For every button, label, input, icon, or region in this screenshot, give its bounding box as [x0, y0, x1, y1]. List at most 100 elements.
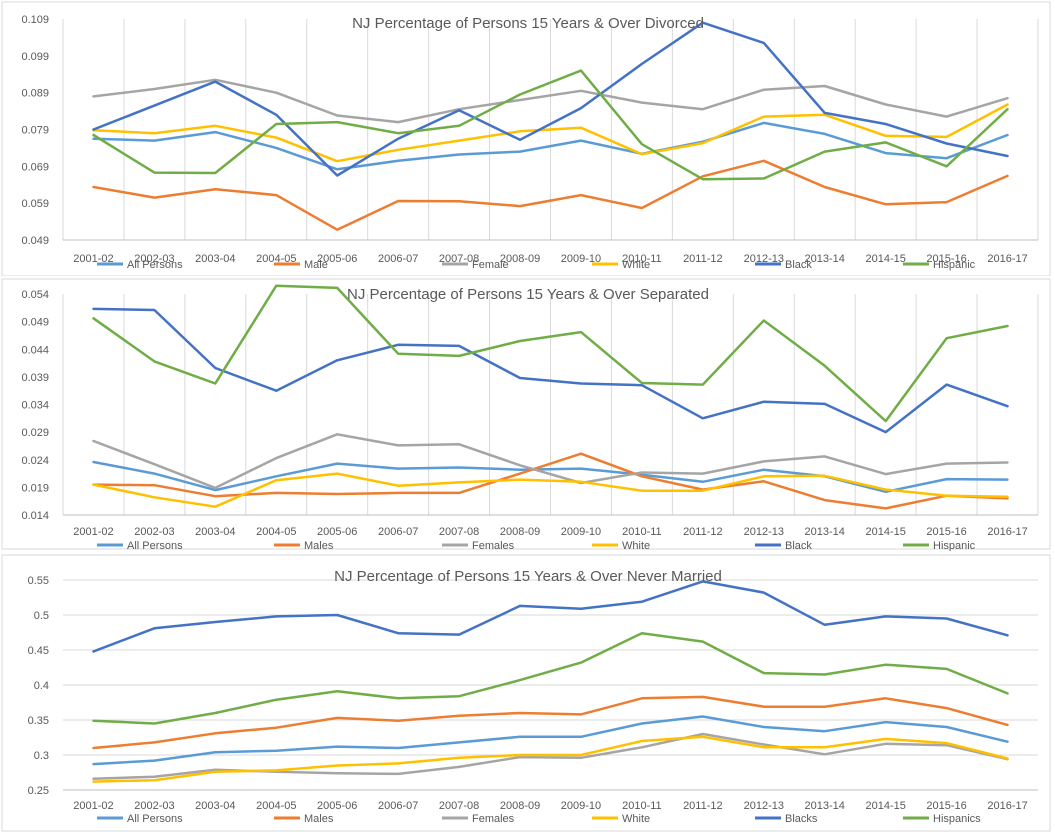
x-tick-label: 2007-08 [439, 800, 479, 812]
y-tick-label: 0.019 [21, 482, 49, 494]
y-axis: 0.049 0.059 0.069 0.079 0.089 0.099 0.109 [21, 14, 49, 247]
chart-frame [1, 278, 1051, 550]
legend-item: Black [755, 259, 812, 271]
series-line-white [92, 472, 1009, 508]
y-tick-label: 0.55 [28, 575, 49, 587]
x-tick-label: 2011-12 [683, 253, 723, 265]
y-tick-label: 0.044 [21, 344, 49, 356]
legend-item: Female [442, 259, 509, 271]
y-tick-label: 0.089 [21, 88, 49, 100]
x-tick-label: 2016-17 [987, 526, 1027, 538]
y-tick-label: 0.049 [21, 317, 49, 329]
x-tick-label: 2001-02 [73, 526, 113, 538]
x-tick-label: 2005-06 [317, 800, 357, 812]
legend-label: Female [472, 259, 509, 271]
legend-item: All Persons [97, 259, 183, 271]
x-tick-label: 2009-10 [561, 253, 601, 265]
x-tick-label: 2002-03 [134, 526, 174, 538]
legend: All Persons Males Females White Blacks Hispan… [97, 813, 981, 825]
series-line-white [92, 103, 1009, 163]
x-tick-label: 2004-05 [256, 253, 296, 265]
legend-item: Black [755, 540, 812, 551]
x-tick-label: 2016-17 [987, 800, 1027, 812]
legend-item: Males [274, 540, 334, 551]
y-tick-label: 0.25 [28, 785, 49, 797]
series-line-all-persons [92, 121, 1009, 171]
legend-item: All Persons [97, 813, 183, 825]
x-tick-label: 2011-12 [683, 800, 723, 812]
legend-label: All Persons [127, 813, 183, 825]
legend-item: White [592, 540, 650, 551]
legend-item: All Persons [97, 540, 183, 551]
x-tick-label: 2012-13 [744, 253, 784, 265]
x-tick-label: 2006-07 [378, 526, 418, 538]
x-axis: 2001-02 2002-03 2003-04 2004-05 2005-06 2006-… [73, 253, 1027, 265]
series-line-black [92, 21, 1009, 177]
legend-item: Females [442, 540, 515, 551]
y-tick-label: 0.069 [21, 161, 49, 173]
x-tick-label: 2015-16 [926, 526, 966, 538]
legend-label: Hispanic [933, 540, 976, 551]
legend-label: Male [304, 259, 328, 271]
y-tick-label: 0.5 [34, 610, 49, 622]
x-tick-label: 2007-08 [439, 526, 479, 538]
legend-label: All Persons [127, 259, 183, 271]
y-tick-label: 0.4 [34, 680, 49, 692]
legend-label: Black [785, 259, 812, 271]
x-tick-label: 2003-04 [195, 800, 235, 812]
legend-label: White [622, 540, 650, 551]
legend-label: Blacks [785, 813, 818, 825]
y-tick-label: 0.109 [21, 14, 49, 26]
x-tick-label: 2016-17 [987, 253, 1027, 265]
legend-item: Hispanics [903, 813, 981, 825]
legend-label: Black [785, 540, 812, 551]
legend: All Persons Male Female White Black Hispanic [97, 259, 976, 271]
x-tick-label: 2014-15 [865, 253, 905, 265]
x-tick-label: 2015-16 [926, 253, 966, 265]
x-tick-label: 2009-10 [561, 800, 601, 812]
y-tick-label: 0.079 [21, 125, 49, 137]
x-tick-label: 2008-09 [500, 526, 540, 538]
legend-label: White [622, 813, 650, 825]
y-tick-label: 0.024 [21, 455, 49, 467]
x-tick-label: 2009-10 [561, 526, 601, 538]
x-tick-label: 2002-03 [134, 253, 174, 265]
x-tick-label: 2002-03 [134, 800, 174, 812]
series-line-black [92, 307, 1009, 434]
x-tick-label: 2014-15 [865, 526, 905, 538]
chart-frame [1, 1, 1051, 276]
x-tick-label: 2015-16 [926, 800, 966, 812]
legend-item: Hispanic [903, 540, 976, 551]
legend-label: Females [472, 813, 515, 825]
legend-item: Blacks [755, 813, 818, 825]
x-tick-label: 2005-06 [317, 526, 357, 538]
series-line-male [92, 159, 1009, 231]
legend-label: Hispanic [933, 259, 976, 271]
legend: All Persons Males Females White Black Hispani… [97, 540, 976, 551]
chart-title: NJ Percentage of Persons 15 Years & Over… [347, 286, 709, 303]
x-tick-label: 2003-04 [195, 526, 235, 538]
legend-label: White [622, 259, 650, 271]
x-tick-label: 2014-15 [865, 800, 905, 812]
series-line-all-persons [92, 460, 1009, 494]
y-tick-label: 0.3 [34, 750, 49, 762]
legend-label: Males [304, 540, 334, 551]
legend-item: White [592, 813, 650, 825]
x-tick-label: 2008-09 [500, 800, 540, 812]
series-line-blacks [92, 580, 1009, 653]
y-tick-label: 0.039 [21, 372, 49, 384]
y-axis: 0.014 0.019 0.024 0.029 0.034 0.039 0.044 0.049… [21, 289, 49, 522]
x-tick-label: 2010-11 [622, 253, 662, 265]
x-axis: 2001-02 2002-03 2003-04 2004-05 2005-06 2006-… [73, 800, 1027, 812]
x-axis: 2001-02 2002-03 2003-04 2004-05 2005-06 2006-… [73, 526, 1027, 538]
legend-label: All Persons [127, 540, 183, 551]
x-tick-label: 2012-13 [744, 800, 784, 812]
x-tick-label: 2007-08 [439, 253, 479, 265]
series-line-female [92, 78, 1009, 124]
series-line-hispanics [92, 631, 1009, 725]
x-tick-label: 2013-14 [805, 800, 845, 812]
legend-item: Male [274, 259, 328, 271]
series-line-white [92, 735, 1009, 783]
